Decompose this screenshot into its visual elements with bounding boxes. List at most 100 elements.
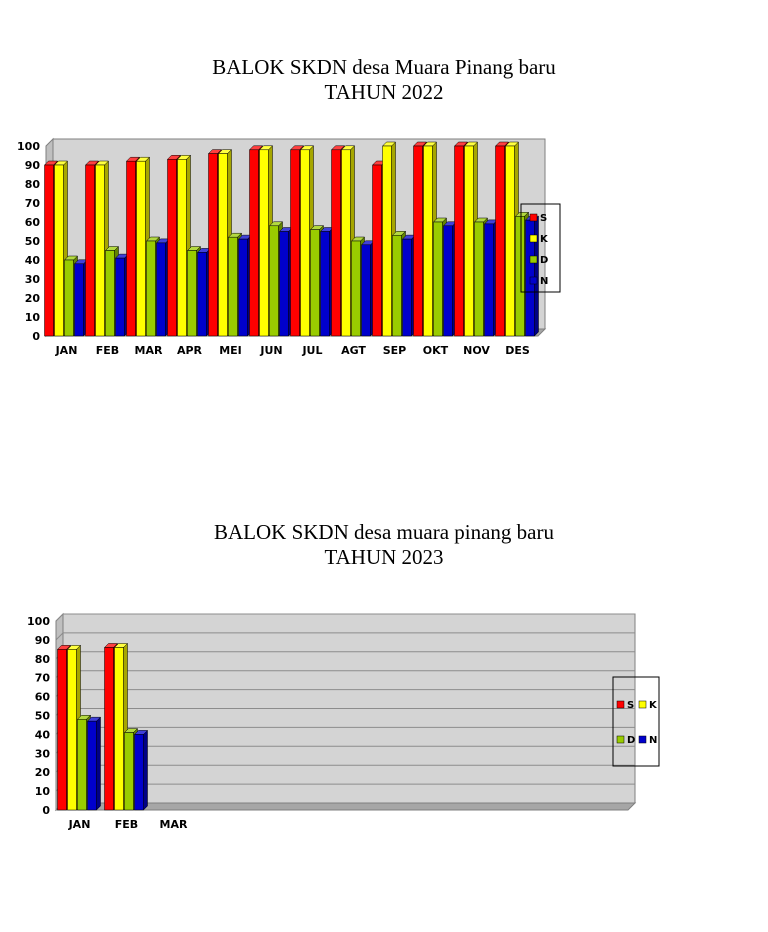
bar-front — [505, 145, 515, 337]
bar-front — [495, 145, 505, 337]
y-tick-label: 40 — [35, 728, 51, 741]
y-tick-label: 100 — [27, 615, 50, 628]
x-category-label: DES — [505, 344, 530, 357]
x-category-label: SEP — [383, 344, 407, 357]
y-tick-label: 50 — [25, 235, 41, 248]
y-tick-label: 30 — [25, 273, 41, 286]
y-tick-label: 10 — [35, 785, 51, 798]
y-tick-label: 20 — [25, 292, 41, 305]
legend-label: N — [540, 276, 548, 287]
y-tick-label: 40 — [25, 254, 41, 267]
x-category-label: FEB — [115, 818, 138, 831]
legend-item-N: N — [529, 276, 548, 287]
y-tick-label: 60 — [35, 691, 51, 704]
bar-front — [402, 238, 412, 337]
bar-front — [218, 153, 228, 337]
bar-front — [331, 149, 341, 337]
bar-front — [238, 238, 248, 337]
bar-front — [279, 231, 289, 337]
bar-front — [197, 252, 207, 337]
bar-front — [115, 257, 125, 337]
legend-swatch — [529, 276, 538, 285]
x-category-label: AGT — [341, 344, 366, 357]
legend-item-S: S — [529, 213, 547, 224]
bar-N-jan — [86, 716, 102, 811]
legend-swatch — [529, 213, 538, 222]
chart-title-2023-line1: BALOK SKDN desa muara pinang baru — [213, 520, 554, 544]
x-category-label: MAR — [135, 344, 163, 357]
y-tick-label: 80 — [35, 653, 51, 666]
chart-title-2023: BALOK SKDN desa muara pinang baru TAHUN … — [0, 520, 768, 570]
bar-front — [124, 732, 134, 811]
legend-item-D: D — [529, 255, 548, 266]
bar-front — [474, 221, 484, 337]
bar-front — [454, 145, 464, 337]
y-tick-label: 50 — [35, 710, 51, 723]
x-category-label: MEI — [219, 344, 242, 357]
legend-label: D — [540, 255, 548, 266]
bar-front — [85, 164, 95, 337]
bar-N-feb — [133, 729, 149, 811]
bar-front — [134, 734, 144, 811]
bar-front — [464, 145, 474, 337]
bar-front — [413, 145, 423, 337]
bar-front — [341, 149, 351, 337]
legend-box — [612, 676, 660, 767]
y-tick-label: 10 — [25, 311, 41, 324]
bar-front — [433, 221, 443, 337]
bar-front — [372, 164, 382, 337]
bar-front — [95, 164, 105, 337]
bar-front — [392, 235, 402, 337]
bar-chart-2023: 0 10 20 30 40 50 60 70 80 90 100 JAN FEB MAR S K D N — [27, 612, 660, 831]
legend-swatch — [529, 234, 538, 243]
x-category-label: JAN — [68, 818, 91, 831]
legend-label: K — [540, 234, 549, 245]
bar-front — [74, 263, 84, 337]
bar-front — [87, 720, 97, 811]
legend-box — [520, 203, 561, 293]
bar-front — [167, 159, 177, 337]
y-tick-label: 80 — [25, 178, 41, 191]
y-tick-label: 90 — [35, 634, 51, 647]
bar-front — [300, 149, 310, 337]
legend-label: D — [627, 735, 635, 746]
x-category-label: JAN — [55, 344, 78, 357]
x-category-label: JUN — [259, 344, 282, 357]
y-tick-label: 70 — [25, 197, 41, 210]
legend-item-K: K — [529, 234, 549, 245]
y-tick-label: 30 — [35, 747, 51, 760]
bar-front — [259, 149, 269, 337]
x-category-label: OKT — [423, 344, 449, 357]
bar-front — [228, 236, 238, 337]
y-tick-label: 0 — [42, 804, 50, 817]
legend-label: S — [627, 700, 634, 711]
bar-front — [484, 223, 494, 337]
bar-front — [67, 649, 77, 811]
y-tick-label: 20 — [35, 766, 51, 779]
bar-front — [208, 153, 218, 337]
bar-front — [269, 225, 279, 337]
legend-swatch — [529, 255, 538, 264]
y-tick-label: 100 — [17, 140, 40, 153]
bar-front — [515, 216, 525, 337]
x-category-label: APR — [177, 344, 203, 357]
bar-front — [146, 240, 156, 337]
x-category-label: MAR — [160, 818, 188, 831]
bar-side — [143, 729, 148, 811]
bar-front — [443, 225, 453, 337]
x-category-label: NOV — [463, 344, 490, 357]
bar-front — [423, 145, 433, 337]
legend: SKDN — [520, 203, 561, 293]
bar-front — [310, 229, 320, 337]
chart-title-2022-line1: BALOK SKDN desa Muara Pinang baru — [212, 55, 556, 79]
chart-title-2022: BALOK SKDN desa Muara Pinang baru TAHUN … — [0, 55, 768, 105]
legend-item-K: K — [638, 700, 658, 711]
gridline — [55, 632, 635, 641]
bar-front — [136, 160, 146, 337]
bar-front — [249, 149, 259, 337]
chart-title-2022-line2: TAHUN 2022 — [324, 80, 444, 104]
bar-front — [177, 159, 187, 337]
legend-swatch — [638, 700, 647, 709]
y-tick-label: 70 — [35, 672, 51, 685]
